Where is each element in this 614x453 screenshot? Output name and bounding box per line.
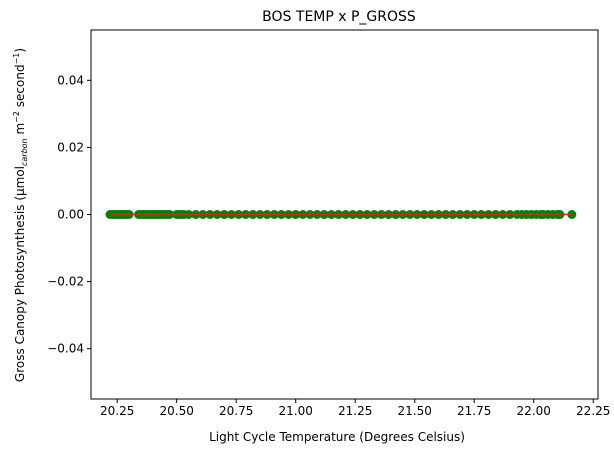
x-axis: 20.25 20.50 20.75 21.00 21.25 21.50 21.75 22.00… — [100, 399, 610, 418]
x-tick-label: 21.75 — [457, 404, 491, 418]
y-axis-label-prefix: Gross Canopy Photosynthesis (μmol — [13, 166, 27, 382]
x-tick-label: 22.00 — [517, 404, 551, 418]
y-tick-label: 0.04 — [57, 73, 84, 87]
y-axis-label-middle2: second — [13, 64, 27, 111]
y-axis-label-suffix: ) — [13, 48, 27, 53]
y-tick-label: 0.02 — [57, 140, 84, 154]
x-axis-label: Light Cycle Temperature (Degrees Celsius… — [209, 430, 465, 444]
y-axis-label-sup2: −1 — [12, 53, 21, 65]
y-axis-label-subscript: carbon — [20, 138, 29, 166]
x-tick-label: 20.50 — [160, 404, 194, 418]
y-tick-label: 0.00 — [57, 208, 84, 222]
x-tick-label: 20.75 — [219, 404, 253, 418]
x-tick-label: 21.00 — [279, 404, 313, 418]
x-tick-label: 21.50 — [398, 404, 432, 418]
y-axis-label-middle: m — [13, 123, 27, 139]
y-axis-label-sup1: −2 — [12, 111, 21, 123]
x-tick-label: 22.25 — [576, 404, 610, 418]
x-tick-label: 20.25 — [100, 404, 134, 418]
plot-area — [105, 210, 577, 219]
chart-title: BOS TEMP x P_GROSS — [262, 9, 416, 25]
x-tick-label: 21.25 — [338, 404, 372, 418]
y-tick-label: −0.02 — [47, 275, 84, 289]
y-axis: 0.04 0.02 0.00 −0.02 −0.04 — [47, 73, 91, 356]
y-axis-label: Gross Canopy Photosynthesis (μmolcarbon … — [12, 48, 29, 382]
y-tick-label: −0.04 — [47, 342, 84, 356]
